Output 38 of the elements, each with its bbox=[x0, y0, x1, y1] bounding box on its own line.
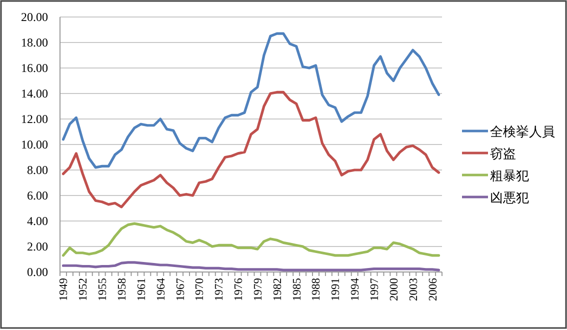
y-tick-label: 10.00 bbox=[21, 138, 48, 152]
y-tick-label: 6.00 bbox=[27, 188, 48, 202]
x-tick-label: 1976 bbox=[233, 278, 246, 301]
x-tick-label: 1988 bbox=[310, 278, 323, 301]
line-series bbox=[62, 90, 440, 208]
y-tick-label: 14.00 bbox=[21, 86, 48, 100]
x-tick-label: 1964 bbox=[155, 278, 168, 301]
x-tick-label: 1979 bbox=[252, 278, 264, 301]
y-tick-label: 2.00 bbox=[27, 240, 48, 254]
x-tick-label: 1949 bbox=[58, 278, 70, 301]
x-tick-label: 2006 bbox=[427, 278, 440, 301]
x-tick-label: 2000 bbox=[388, 278, 400, 301]
legend-label: 窃盗 bbox=[490, 146, 516, 161]
x-tick-label: 1955 bbox=[97, 278, 110, 301]
y-tick-label: 4.00 bbox=[27, 214, 48, 228]
x-tick-label: 1997 bbox=[369, 278, 382, 301]
x-tick-label: 1970 bbox=[194, 278, 206, 301]
x-tick-label: 1994 bbox=[350, 278, 362, 301]
legend-label: 粗暴犯 bbox=[490, 168, 529, 183]
y-tick-label: 0.00 bbox=[27, 265, 48, 279]
legend-label: 凶悪犯 bbox=[490, 190, 529, 205]
y-tick-label: 18.00 bbox=[21, 36, 48, 50]
y-tick-label: 8.00 bbox=[27, 163, 48, 177]
legend-label: 全検挙人員 bbox=[490, 124, 555, 139]
x-tick-label: 1973 bbox=[214, 278, 226, 301]
x-tick-label: 1982 bbox=[272, 278, 284, 301]
x-tick-label: 1985 bbox=[291, 278, 304, 301]
x-tick-label: 1952 bbox=[78, 278, 90, 301]
x-tick-label: 1967 bbox=[174, 278, 187, 301]
x-tick-label: 1991 bbox=[330, 278, 342, 301]
x-tick-label: 1958 bbox=[116, 278, 129, 301]
line-series bbox=[62, 32, 440, 169]
y-tick-label: 20.00 bbox=[21, 10, 48, 24]
y-tick-label: 16.00 bbox=[21, 61, 48, 75]
y-tick-label: 12.00 bbox=[21, 112, 48, 126]
line-series bbox=[62, 222, 440, 257]
x-tick-label: 1961 bbox=[136, 278, 148, 301]
x-tick-label: 2003 bbox=[408, 278, 420, 301]
